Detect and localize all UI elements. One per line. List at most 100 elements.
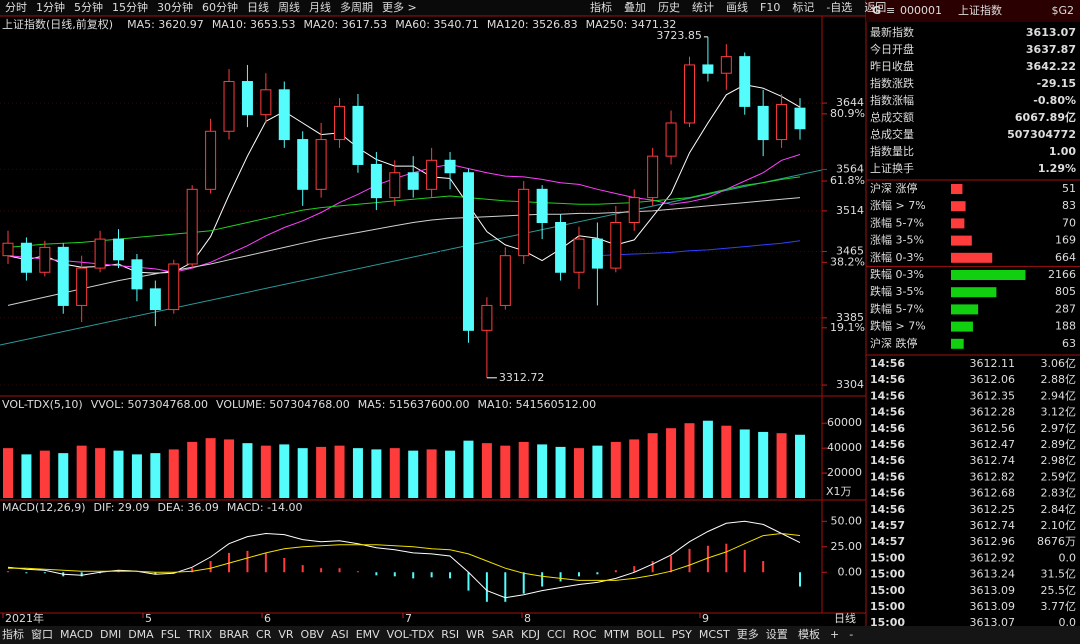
tab[interactable]: WR — [466, 628, 485, 641]
candle-body — [647, 155, 659, 199]
candle-body — [610, 222, 622, 269]
volume-bar — [518, 441, 529, 498]
tab[interactable]: MTM — [604, 628, 630, 641]
tab[interactable]: 设置 — [766, 628, 788, 641]
tab[interactable]: OBV — [301, 628, 325, 641]
volume-bar — [334, 445, 345, 498]
tool-button[interactable]: 叠加 — [624, 1, 646, 14]
y-tick-label: 3465 — [836, 245, 864, 258]
tick-time: 14:56 — [870, 373, 905, 386]
tab[interactable]: 指标 — [2, 627, 24, 641]
tab[interactable]: CR — [256, 628, 272, 641]
tab[interactable]: TRIX — [186, 628, 213, 641]
tick-price: 3612.06 — [970, 373, 1016, 386]
tool-button[interactable]: F10 — [760, 1, 780, 14]
candle-body — [665, 122, 677, 157]
candle-body — [334, 105, 346, 141]
tick-time: 15:00 — [870, 600, 905, 613]
candle-body — [2, 242, 14, 257]
tool-button[interactable]: -自选 — [826, 1, 852, 14]
tab[interactable]: PSY — [672, 628, 693, 641]
pct-tick-label: 80.9% — [830, 107, 865, 120]
tick-price: 3612.25 — [970, 503, 1016, 516]
tab[interactable]: 窗口 — [31, 627, 53, 641]
period-button[interactable]: 多周期 — [340, 0, 373, 14]
breadth-bar — [951, 287, 997, 298]
tab[interactable]: ASI — [331, 628, 349, 641]
tick-volume: 3.06亿 — [1041, 357, 1077, 370]
tool-button[interactable]: 历史 — [658, 1, 680, 14]
tick-volume: 2.97亿 — [1041, 422, 1077, 435]
candle-body — [186, 188, 198, 265]
breadth-value: 287 — [1055, 302, 1076, 315]
tool-button[interactable]: 画线 — [726, 0, 748, 14]
tab[interactable]: VOL-TDX — [387, 628, 435, 641]
period-button[interactable]: 周线 — [278, 0, 300, 14]
tab-tool[interactable]: 模板 — [798, 627, 820, 641]
tick-volume: 25.5亿 — [1041, 584, 1077, 597]
y-tick-label: 40000 — [827, 441, 862, 454]
tab-tool[interactable]: + — [830, 628, 839, 641]
tab[interactable]: RSI — [441, 628, 459, 641]
tab[interactable]: CCI — [547, 628, 566, 641]
tab[interactable]: MCST — [699, 628, 730, 641]
candle-body — [241, 81, 253, 116]
tab[interactable]: DMA — [128, 628, 154, 641]
tab[interactable]: EMV — [356, 628, 380, 641]
stat-value: 6067.89亿 — [1015, 110, 1076, 124]
candle-body — [76, 267, 88, 306]
stat-value: 3637.87 — [1026, 43, 1076, 56]
tab[interactable]: ROC — [573, 628, 597, 641]
tab[interactable]: VR — [278, 628, 294, 641]
candle-body — [776, 104, 788, 141]
tick-price: 3612.82 — [970, 470, 1016, 483]
stat-value: 3642.22 — [1026, 60, 1076, 73]
tab[interactable]: SAR — [492, 628, 515, 641]
tab-tool[interactable]: - — [849, 628, 853, 641]
y-tick-label: 60000 — [827, 416, 862, 429]
period-button[interactable]: 日线 — [247, 0, 269, 14]
tab[interactable]: BRAR — [219, 628, 249, 641]
period-button[interactable]: 15分钟 — [112, 0, 148, 14]
stat-label: 最新指数 — [870, 25, 914, 39]
tab[interactable]: DMI — [100, 628, 121, 641]
period-button[interactable]: 1分钟 — [36, 0, 65, 14]
period-button[interactable]: 月线 — [309, 0, 331, 14]
tab[interactable]: 更多 — [737, 627, 759, 641]
tool-button[interactable]: 统计 — [692, 1, 714, 14]
tab[interactable]: BOLL — [636, 628, 665, 641]
period-button[interactable]: 更多 > — [382, 0, 417, 14]
candle-body — [462, 172, 474, 331]
tab[interactable]: MACD — [60, 628, 93, 641]
tick-time: 15:00 — [870, 551, 905, 564]
tool-button[interactable]: 指标 — [590, 0, 612, 14]
candle-body — [794, 107, 806, 130]
volume-bar — [205, 438, 216, 498]
tool-button[interactable]: 标记 — [792, 0, 814, 14]
tab-bar-bg — [0, 626, 1080, 644]
tick-price: 3612.28 — [970, 406, 1016, 419]
period-button[interactable]: 30分钟 — [157, 0, 193, 14]
tick-time: 15:00 — [870, 584, 905, 597]
volume-bar — [647, 433, 658, 498]
volume-bar — [426, 449, 437, 498]
tick-time: 14:56 — [870, 406, 905, 419]
breadth-value: 664 — [1055, 251, 1076, 264]
tick-volume: 8676万 — [1037, 535, 1076, 548]
volume-bar — [555, 446, 566, 498]
tool-button[interactable]: 返回 — [864, 1, 886, 14]
candle-body — [573, 238, 585, 273]
candle-body — [168, 263, 180, 311]
tab[interactable]: FSL — [161, 628, 181, 641]
tick-volume: 3.77亿 — [1041, 600, 1077, 613]
breadth-value: 188 — [1055, 320, 1076, 333]
volume-bar — [629, 439, 640, 498]
breadth-bar — [951, 321, 973, 332]
tab[interactable]: KDJ — [521, 628, 540, 641]
period-button[interactable]: 5分钟 — [74, 0, 103, 14]
breadth-label: 跌幅 > 7% — [870, 319, 926, 333]
period-button[interactable]: 分时 — [5, 1, 27, 14]
breadth-bar — [951, 201, 966, 212]
period-button[interactable]: 60分钟 — [202, 0, 238, 14]
tick-price: 3612.74 — [970, 454, 1016, 467]
